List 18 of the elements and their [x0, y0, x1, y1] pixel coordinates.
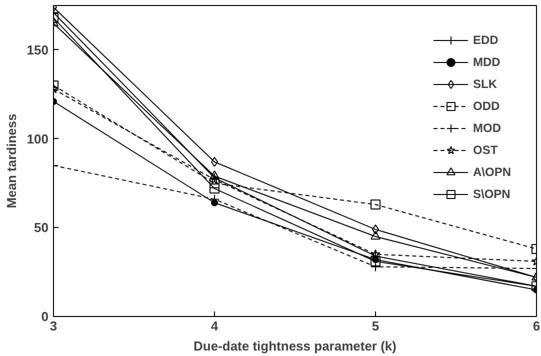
x-tick-label: 6 [532, 318, 540, 334]
y-tick-label: 0 [41, 309, 49, 324]
legend-label: A\OPN [472, 165, 511, 179]
y-axis-title: Mean tardiness [4, 114, 19, 208]
legend-label: S\OPN [472, 187, 510, 201]
y-tick-label: 50 [34, 220, 49, 236]
legend-label: MDD [472, 55, 500, 69]
legend-label: OST [472, 143, 498, 157]
y-tick-label: 100 [26, 131, 49, 146]
legend-label: MOD [472, 121, 501, 135]
y-tick-label: 150 [26, 42, 49, 58]
x-tick-label: 5 [372, 318, 380, 334]
x-tick-label: 4 [210, 318, 219, 334]
legend-label: EDD [472, 33, 498, 47]
legend-label: SLK [472, 77, 497, 91]
x-axis-title: Due-date tightness parameter (k) [194, 338, 397, 354]
legend-label: ODD [472, 99, 500, 113]
x-tick-label: 3 [50, 318, 58, 334]
